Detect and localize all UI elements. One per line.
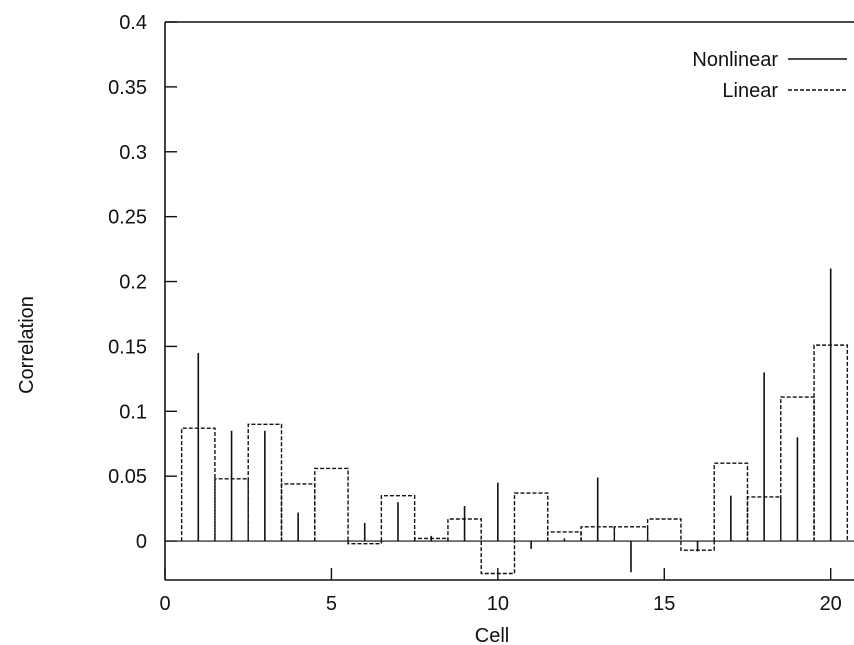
x-tick-label: 0	[159, 593, 170, 615]
y-tick-label: 0.4	[119, 12, 147, 34]
linear-bar	[347, 541, 383, 545]
y-axis-title: Correlation	[16, 296, 38, 394]
x-tick-label: 15	[653, 593, 675, 615]
plot-content	[180, 268, 849, 575]
y-tick-label: 0.35	[108, 77, 147, 99]
y-tick-label: 0.25	[108, 207, 147, 229]
series-nonlinear	[197, 268, 832, 573]
linear-bar	[247, 423, 283, 542]
x-tick-label: 5	[326, 593, 337, 615]
linear-bar	[314, 467, 349, 542]
y-tick-labels: 0 0.05 0.1 0.15 0.2 0.25 0.3 0.35 0.4	[108, 12, 147, 553]
y-tick-label: 0.1	[119, 401, 147, 423]
y-tick-label: 0.15	[108, 336, 147, 358]
linear-bar	[547, 531, 582, 542]
legend-label-linear: Linear	[722, 80, 778, 102]
axis-ticks	[164, 21, 832, 580]
linear-bar	[380, 494, 416, 542]
linear-bar	[646, 518, 682, 542]
legend-label-nonlinear: Nonlinear	[692, 49, 778, 71]
legend: Nonlinear Linear	[692, 49, 847, 102]
y-tick-label: 0.3	[119, 142, 147, 164]
x-tick-label: 10	[487, 593, 509, 615]
linear-bar	[480, 541, 516, 575]
y-tick-label: 0.05	[108, 466, 147, 488]
linear-bar	[513, 492, 549, 542]
linear-bar	[613, 526, 649, 542]
series-linear	[180, 344, 849, 575]
x-tick-labels: 0 5 10 15 20	[159, 593, 841, 615]
x-tick-label: 20	[820, 593, 842, 615]
y-tick-label: 0	[136, 531, 147, 553]
y-tick-label: 0.2	[119, 272, 147, 294]
linear-bar	[280, 483, 316, 542]
x-axis-title: Cell	[475, 625, 509, 645]
